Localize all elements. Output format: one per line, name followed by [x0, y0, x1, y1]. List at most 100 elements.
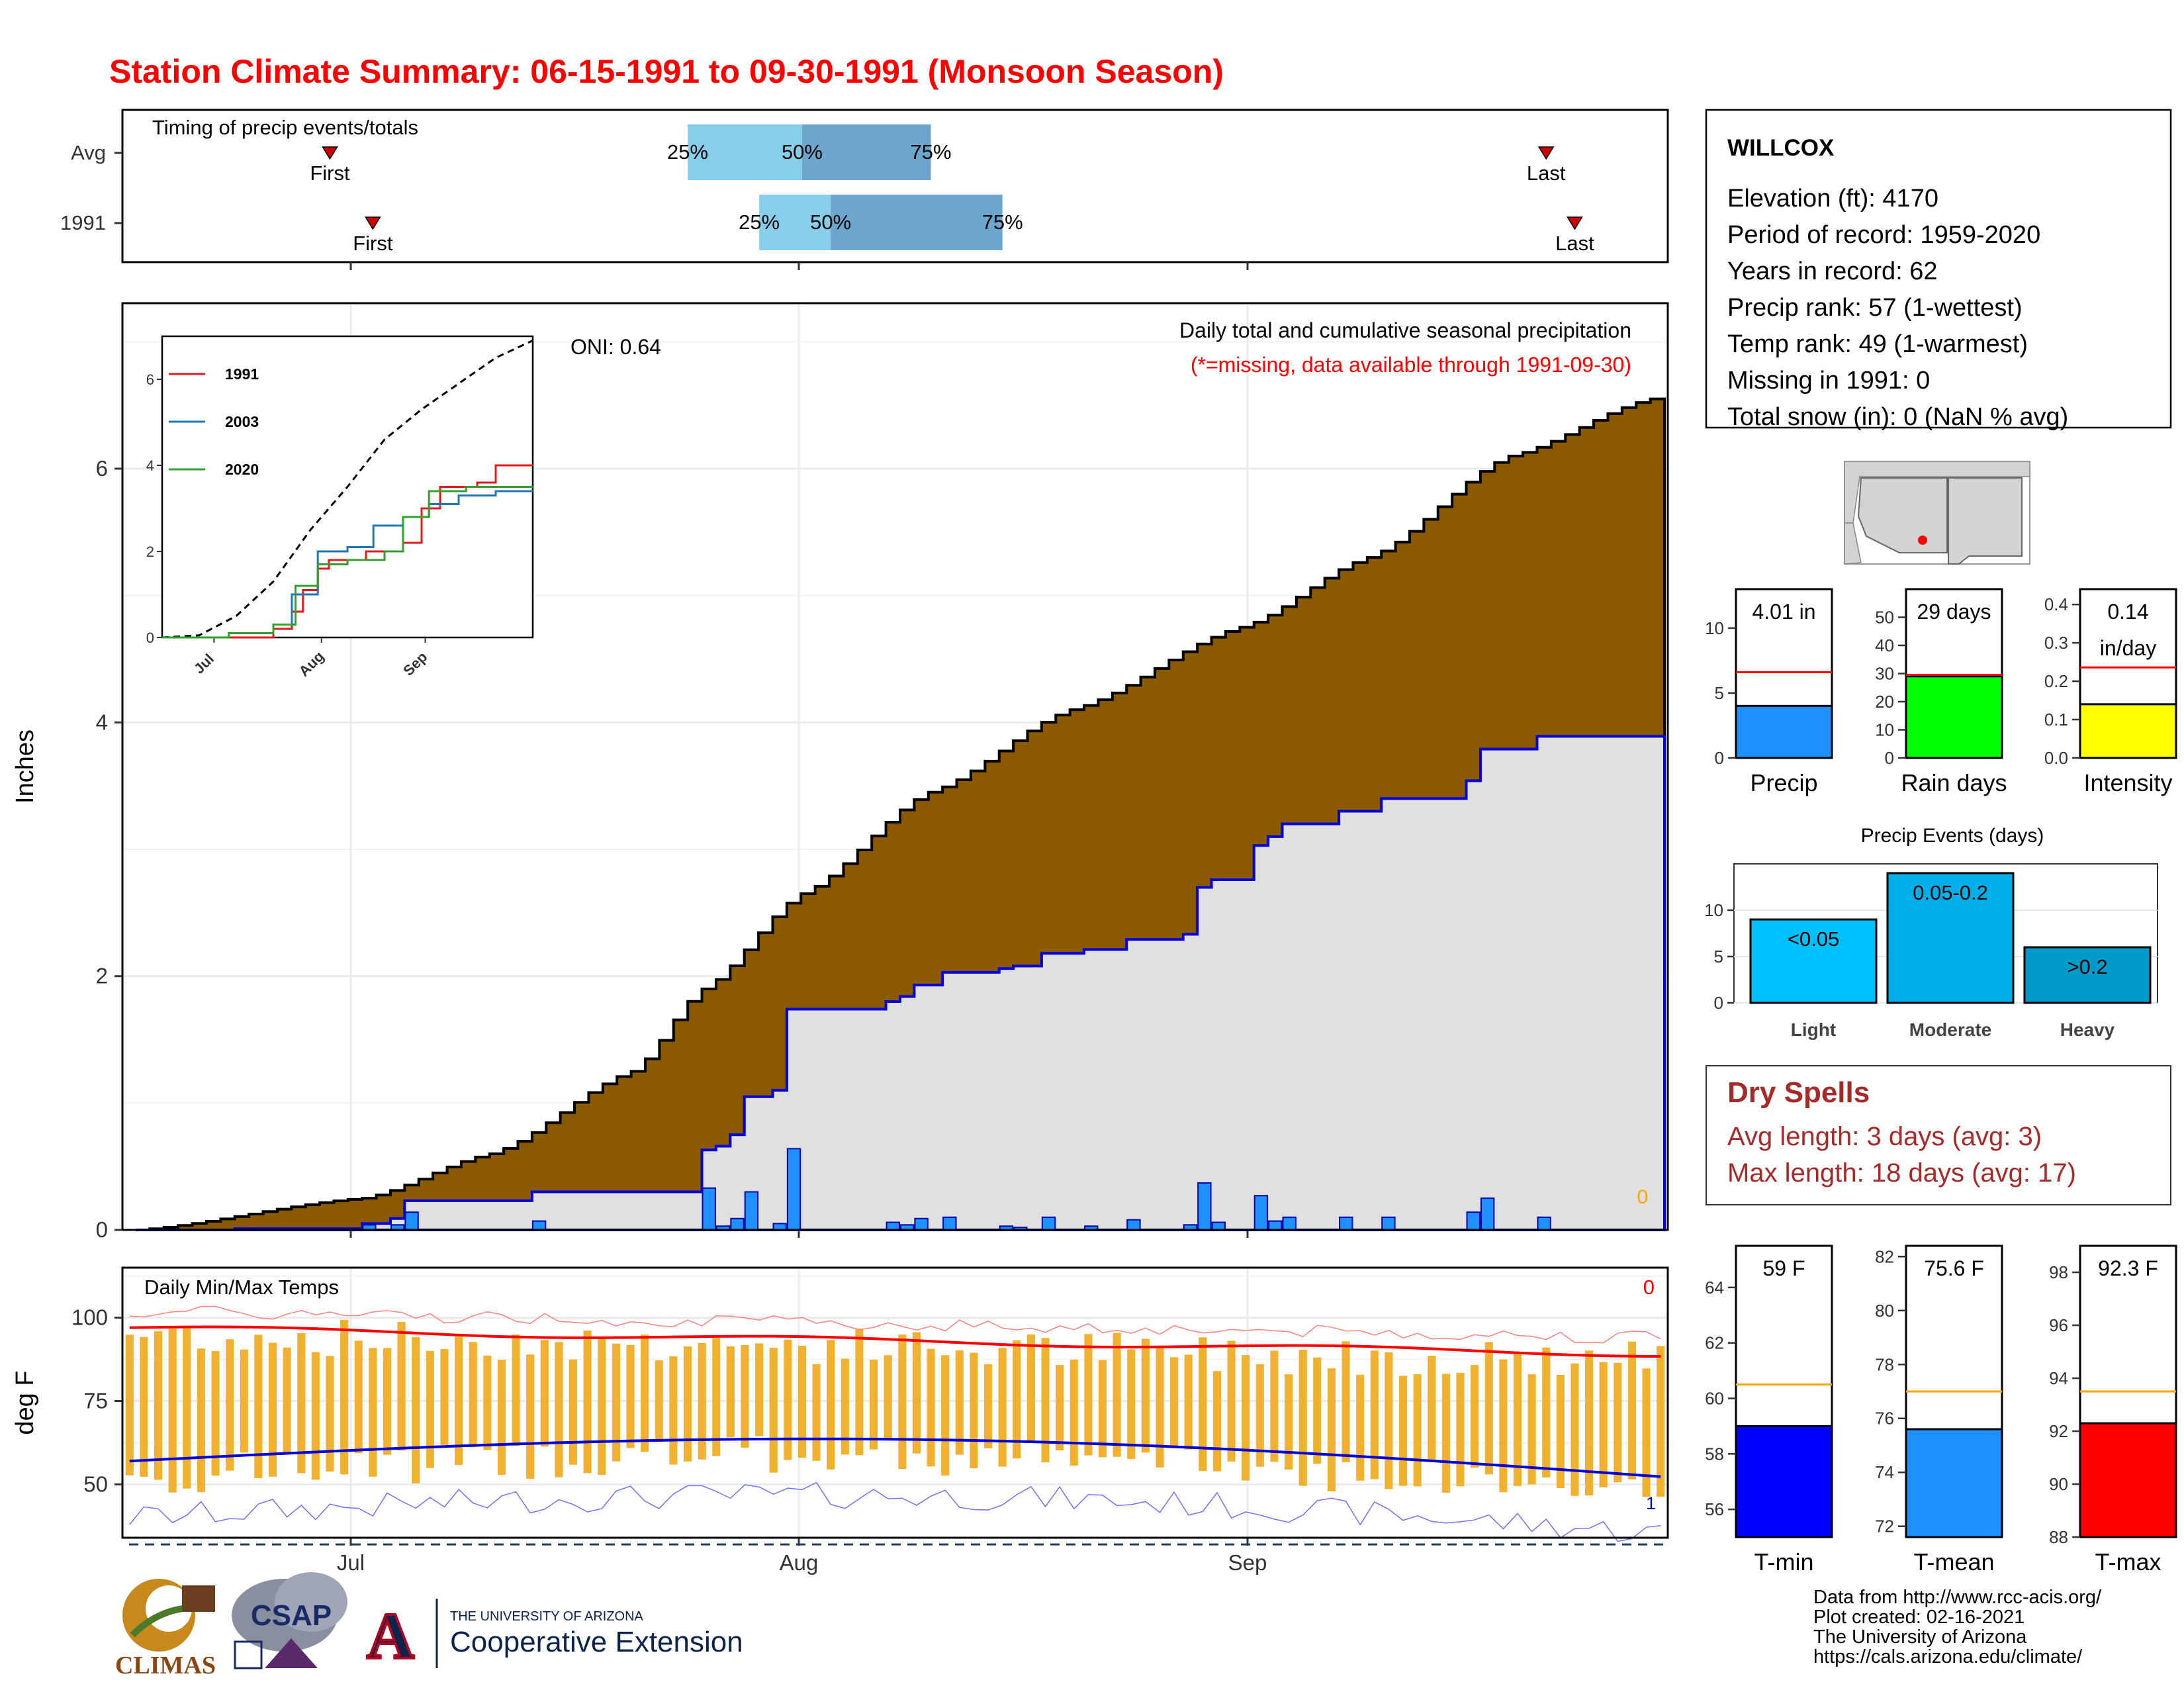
mini-bar-tick-label: 92	[2049, 1421, 2068, 1441]
daily-temp-bar	[1041, 1338, 1050, 1463]
mini-bar-tick-label: 0	[1885, 748, 1894, 768]
mini-bar-axis-label: T-mean	[1913, 1548, 1994, 1575]
x-tick-aug: Aug	[780, 1550, 819, 1575]
daily-temp-bar	[712, 1338, 721, 1456]
daily-temp-bar	[555, 1342, 563, 1477]
daily-temp-bar	[354, 1340, 363, 1454]
daily-temp-bar	[841, 1358, 849, 1455]
daily-temp-bar	[211, 1350, 220, 1476]
daily-temp-bar	[655, 1360, 663, 1442]
mini-bar-axis-label: Intensity	[2083, 769, 2172, 796]
daily-precip-bar	[914, 1217, 929, 1231]
daily-temp-bar	[1513, 1353, 1522, 1486]
station-info-box: WILLCOX Elevation (ft): 4170 Period of r…	[1705, 109, 2172, 431]
daily-temp-bar	[1471, 1365, 1479, 1468]
mini-bar-tick-label: 90	[2049, 1474, 2068, 1494]
timing-last-label: Last	[1555, 232, 1594, 255]
inset-series-line	[162, 464, 533, 639]
daily-temp-bar	[254, 1335, 263, 1478]
mini-bar-value-label-2: in/day	[2100, 636, 2156, 660]
dry-spells-title: Dry Spells	[1727, 1076, 1870, 1109]
mini-bar-tick-label: 10	[1875, 720, 1894, 740]
daily-temp-bar	[1141, 1338, 1150, 1453]
mini-bar-tick-label: 0.0	[2044, 748, 2068, 768]
mini-bar-tick-label: 60	[1705, 1388, 1724, 1408]
daily-temp-bar	[1327, 1368, 1336, 1491]
daily-temp-bar	[569, 1359, 578, 1465]
daily-temp-bar	[797, 1346, 807, 1458]
timing-iqr-high	[831, 195, 1003, 250]
temp-max-count: 0	[1643, 1276, 1655, 1299]
footer-line: https://cals.arizona.edu/climate/	[1813, 1646, 2083, 1667]
timing-iqr-low	[759, 195, 831, 250]
mini-bar-value-label: 29 days	[1917, 600, 1991, 624]
daily-temp-bar	[197, 1348, 205, 1493]
daily-temp-bar	[698, 1342, 706, 1460]
daily-temp-bar	[941, 1355, 950, 1476]
daily-temp-bar	[512, 1335, 520, 1446]
daily-precip-bar	[1537, 1216, 1551, 1231]
timing-first-label: First	[310, 162, 350, 185]
tmean-bar: 72 74 76 78 80 82 75.6 F T-mean	[1875, 1244, 2003, 1575]
mini-bar-axis-label: Rain days	[1901, 769, 2007, 796]
daily-temp-bar	[1199, 1337, 1207, 1472]
daily-temp-bar	[154, 1331, 163, 1480]
timing-q25-label: 25%	[739, 211, 780, 234]
station-location-marker	[1918, 536, 1927, 545]
events-bar	[1749, 918, 1878, 1004]
precip-y-tick-label: 6	[96, 456, 108, 481]
daily-temp-bar	[297, 1333, 306, 1474]
csap-logo: CSAP	[232, 1572, 347, 1669]
daily-temp-bar	[412, 1336, 420, 1483]
daily-temp-bar	[540, 1340, 549, 1447]
daily-temp-bar	[1184, 1354, 1193, 1450]
daily-temp-bar	[1298, 1350, 1307, 1486]
record-max-line	[129, 1305, 1661, 1344]
temp-y-tick-label: 100	[71, 1305, 108, 1330]
daily-temp-bar	[1428, 1355, 1436, 1460]
timing-last-marker	[1537, 146, 1555, 160]
daily-precip-bar	[1282, 1216, 1297, 1231]
daily-temp-bar	[1069, 1359, 1078, 1466]
temp-panel: Daily Min/Max Temps 0 1 deg F 50 75 100	[11, 1266, 1669, 1546]
avg-max-line	[129, 1325, 1661, 1358]
daily-temp-bar	[1484, 1342, 1493, 1475]
climas-logo-text: CLIMAS	[115, 1652, 216, 1679]
mini-bar-tick-label: 0.2	[2044, 671, 2068, 691]
daily-temp-bar	[870, 1360, 878, 1450]
mini-bar-tick-label: 78	[1875, 1354, 1894, 1374]
daily-temp-bar	[983, 1364, 993, 1448]
footer-line: Data from http://www.rcc-acis.org/	[1813, 1587, 2102, 1608]
timing-last-label: Last	[1527, 162, 1566, 185]
inset-legend-label: 2003	[225, 413, 259, 430]
missing-count: 0	[1637, 1186, 1648, 1208]
mini-bar-value	[2079, 1422, 2177, 1538]
x-axis: Jul Aug Sep	[337, 1550, 1267, 1575]
mini-bar-tick-label: 0	[1715, 748, 1724, 768]
events-bar	[2023, 946, 2152, 1004]
timing-row-avg: Avg	[71, 141, 106, 164]
footer-line: Plot created: 02-16-2021	[1813, 1607, 2025, 1628]
page-title: Station Climate Summary: 06-15-1991 to 0…	[109, 53, 1224, 90]
mini-bar-tick-label: 0.1	[2044, 710, 2068, 729]
daily-temp-bar	[912, 1332, 921, 1454]
daily-temp-bar	[1499, 1359, 1508, 1493]
mini-bar-value-label: 92.3 F	[2098, 1256, 2158, 1280]
daily-temp-bar	[626, 1344, 635, 1448]
station-line: Period of record: 1959-2020	[1727, 221, 2040, 249]
daily-temp-bar	[1642, 1368, 1651, 1497]
daily-temp-bar	[1113, 1333, 1121, 1457]
location-map	[1844, 461, 2030, 565]
daily-temp-bar	[827, 1340, 835, 1470]
mini-bar-value-label: 4.01 in	[1752, 600, 1815, 624]
mini-bar-tick-label: 40	[1875, 635, 1894, 655]
events-title: Precip Events (days)	[1861, 825, 2044, 847]
station-line: Total snow (in): 0 (NaN % avg)	[1727, 403, 2068, 431]
daily-temp-bar	[1342, 1341, 1350, 1462]
daily-temp-bar	[769, 1348, 778, 1473]
daily-precip-bar	[1339, 1216, 1353, 1231]
daily-temp-bar	[784, 1339, 792, 1460]
mini-bar-axis-label: Precip	[1750, 769, 1817, 796]
mini-bar-axis-label: T-max	[2095, 1548, 2161, 1575]
daily-temp-bar	[483, 1355, 492, 1450]
